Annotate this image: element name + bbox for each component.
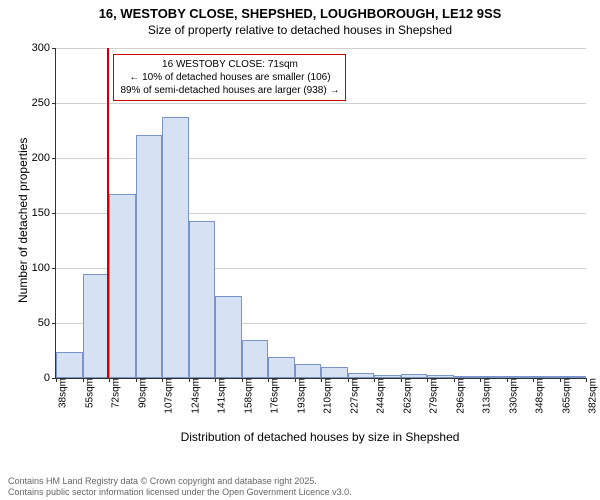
x-axis-label: Distribution of detached houses by size … xyxy=(55,430,585,444)
x-tick-label: 210sqm xyxy=(321,378,334,414)
histogram-bar xyxy=(268,357,295,378)
footer-line1: Contains HM Land Registry data © Crown c… xyxy=(8,476,352,487)
x-tick-label: 90sqm xyxy=(135,378,148,408)
y-axis-label: Number of detached properties xyxy=(16,138,30,303)
x-tick-label: 262sqm xyxy=(400,378,413,414)
y-tick-label: 0 xyxy=(44,372,56,384)
y-tick-label: 50 xyxy=(38,317,56,329)
chart-title: 16, WESTOBY CLOSE, SHEPSHED, LOUGHBOROUG… xyxy=(0,0,600,23)
x-tick-label: 244sqm xyxy=(374,378,387,414)
x-tick-label: 279sqm xyxy=(427,378,440,414)
annotation-line3: 89% of semi-detached houses are larger (… xyxy=(120,84,339,97)
histogram-bar xyxy=(109,194,136,378)
x-tick-label: 158sqm xyxy=(241,378,254,414)
y-tick-label: 200 xyxy=(32,152,56,164)
x-tick-label: 124sqm xyxy=(188,378,201,414)
footer-attribution: Contains HM Land Registry data © Crown c… xyxy=(8,476,352,498)
y-tick-label: 100 xyxy=(32,262,56,274)
marker-line xyxy=(107,48,109,378)
histogram-bar xyxy=(215,296,242,379)
x-tick-label: 176sqm xyxy=(268,378,281,414)
x-tick-label: 313sqm xyxy=(480,378,493,414)
x-tick-label: 107sqm xyxy=(162,378,175,414)
histogram-bar xyxy=(56,352,83,378)
histogram-bar xyxy=(295,364,322,378)
chart-subtitle: Size of property relative to detached ho… xyxy=(0,23,600,41)
grid-line xyxy=(56,48,586,49)
x-tick-label: 382sqm xyxy=(586,378,599,414)
footer-line2: Contains public sector information licen… xyxy=(8,487,352,498)
histogram-bar xyxy=(162,117,189,378)
plot-area: 05010015020025030038sqm55sqm72sqm90sqm10… xyxy=(55,48,586,379)
histogram-bar xyxy=(321,367,348,378)
histogram-bar xyxy=(136,135,163,378)
x-tick-label: 330sqm xyxy=(506,378,519,414)
annotation-line2: ← 10% of detached houses are smaller (10… xyxy=(120,71,339,84)
histogram-bar xyxy=(83,274,110,379)
x-tick-label: 55sqm xyxy=(82,378,95,408)
grid-line xyxy=(56,103,586,104)
histogram-bar xyxy=(242,340,269,379)
y-tick-label: 150 xyxy=(32,207,56,219)
x-tick-label: 365sqm xyxy=(559,378,572,414)
x-tick-label: 72sqm xyxy=(109,378,122,408)
x-tick-label: 348sqm xyxy=(533,378,546,414)
histogram-bar xyxy=(189,221,216,378)
x-tick-label: 296sqm xyxy=(453,378,466,414)
x-tick-label: 38sqm xyxy=(56,378,69,408)
y-tick-label: 300 xyxy=(32,42,56,54)
x-tick-label: 227sqm xyxy=(347,378,360,414)
y-tick-label: 250 xyxy=(32,97,56,109)
histogram-chart: 16, WESTOBY CLOSE, SHEPSHED, LOUGHBOROUG… xyxy=(0,0,600,500)
x-tick-label: 141sqm xyxy=(215,378,228,414)
annotation-line1: 16 WESTOBY CLOSE: 71sqm xyxy=(120,58,339,71)
x-tick-label: 193sqm xyxy=(294,378,307,414)
annotation-box: 16 WESTOBY CLOSE: 71sqm← 10% of detached… xyxy=(113,54,346,101)
